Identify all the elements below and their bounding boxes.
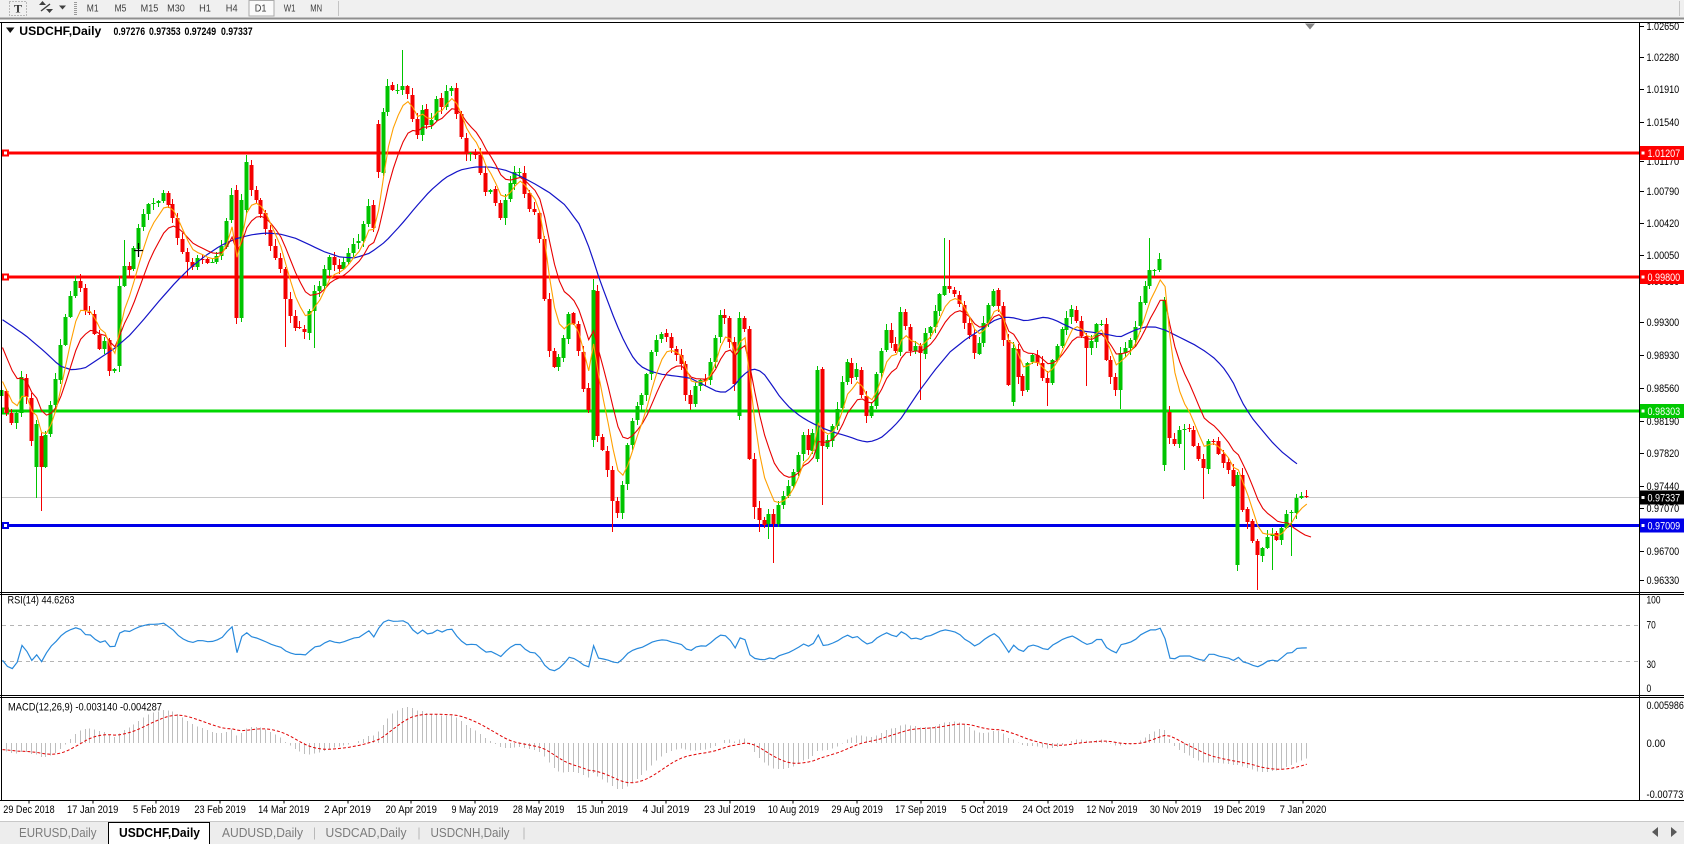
svg-text:0.00: 0.00 xyxy=(1647,738,1666,750)
svg-text:10 Aug 2019: 10 Aug 2019 xyxy=(768,804,819,816)
svg-text:USDCNH,Daily: USDCNH,Daily xyxy=(431,826,511,840)
svg-text:M5: M5 xyxy=(115,4,127,15)
svg-text:12 Nov 2019: 12 Nov 2019 xyxy=(1086,804,1137,816)
svg-text:5 Feb 2019: 5 Feb 2019 xyxy=(133,804,180,816)
svg-text:MN: MN xyxy=(310,4,322,15)
svg-text:1.01207: 1.01207 xyxy=(1648,148,1681,160)
svg-text:M30: M30 xyxy=(167,4,185,15)
svg-text:W1: W1 xyxy=(284,4,296,15)
svg-text:0.97353: 0.97353 xyxy=(149,26,181,38)
svg-text:4 Jul 2019: 4 Jul 2019 xyxy=(643,804,690,816)
svg-text:29 Dec 2018: 29 Dec 2018 xyxy=(3,804,54,816)
svg-text:17 Jan 2019: 17 Jan 2019 xyxy=(67,804,118,816)
svg-text:M1: M1 xyxy=(87,4,99,15)
svg-text:30 Nov 2019: 30 Nov 2019 xyxy=(1150,804,1201,816)
svg-text:USDCAD,Daily: USDCAD,Daily xyxy=(326,826,408,840)
svg-text:1.01910: 1.01910 xyxy=(1647,84,1680,96)
svg-text:USDCHF,Daily: USDCHF,Daily xyxy=(119,826,200,840)
svg-text:M15: M15 xyxy=(141,4,159,15)
svg-text:28 May 2019: 28 May 2019 xyxy=(513,804,564,816)
svg-text:T: T xyxy=(14,2,22,16)
svg-text:1.02280: 1.02280 xyxy=(1647,52,1680,64)
svg-text:H1: H1 xyxy=(199,4,211,15)
svg-text:0.99300: 0.99300 xyxy=(1647,317,1680,329)
svg-text:0.96700: 0.96700 xyxy=(1647,546,1680,558)
svg-text:|: | xyxy=(523,826,525,840)
svg-text:0.99800: 0.99800 xyxy=(1648,272,1681,284)
svg-text:0.97276: 0.97276 xyxy=(114,26,146,38)
svg-text:9 May 2019: 9 May 2019 xyxy=(452,804,499,816)
svg-text:1.00050: 1.00050 xyxy=(1647,250,1680,262)
svg-text:EURUSD,Daily: EURUSD,Daily xyxy=(19,826,97,840)
svg-text:MACD(12,26,9) -0.003140 -0.004: MACD(12,26,9) -0.003140 -0.004287 xyxy=(8,702,162,714)
svg-text:23 Feb 2019: 23 Feb 2019 xyxy=(194,804,245,816)
svg-text:D1: D1 xyxy=(255,4,267,15)
svg-text:70: 70 xyxy=(1647,620,1656,632)
svg-text:0.98303: 0.98303 xyxy=(1648,406,1681,418)
svg-text:7 Jan 2020: 7 Jan 2020 xyxy=(1280,804,1327,816)
svg-text:5 Oct 2019: 5 Oct 2019 xyxy=(961,804,1008,816)
svg-text:1.02650: 1.02650 xyxy=(1647,21,1680,33)
svg-text:0.98930: 0.98930 xyxy=(1647,350,1680,362)
svg-text:USDCHF,Daily: USDCHF,Daily xyxy=(19,24,101,38)
svg-text:0.97337: 0.97337 xyxy=(1648,493,1681,505)
svg-text:0.97070: 0.97070 xyxy=(1647,503,1680,515)
svg-text:19 Dec 2019: 19 Dec 2019 xyxy=(1214,804,1265,816)
svg-text:0.97820: 0.97820 xyxy=(1647,448,1680,460)
svg-text:24 Oct 2019: 24 Oct 2019 xyxy=(1023,804,1074,816)
svg-text:H4: H4 xyxy=(226,4,238,15)
svg-text:0.96330: 0.96330 xyxy=(1647,575,1680,587)
svg-text:0.005986: 0.005986 xyxy=(1647,700,1684,712)
svg-text:|: | xyxy=(314,826,316,840)
svg-text:23 Jul 2019: 23 Jul 2019 xyxy=(704,804,755,816)
svg-text:2 Apr 2019: 2 Apr 2019 xyxy=(324,804,371,816)
svg-text:1.00790: 1.00790 xyxy=(1647,186,1680,198)
svg-text:-0.007737: -0.007737 xyxy=(1647,789,1684,801)
svg-text:29 Aug 2019: 29 Aug 2019 xyxy=(831,804,882,816)
svg-text:|: | xyxy=(418,826,420,840)
svg-text:1.00420: 1.00420 xyxy=(1647,218,1680,230)
svg-text:100: 100 xyxy=(1647,594,1661,606)
svg-text:AUDUSD,Daily: AUDUSD,Daily xyxy=(222,826,304,840)
svg-text:30: 30 xyxy=(1647,659,1656,671)
svg-text:15 Jun 2019: 15 Jun 2019 xyxy=(577,804,628,816)
svg-text:0.97249: 0.97249 xyxy=(185,26,217,38)
svg-text:0.98560: 0.98560 xyxy=(1647,383,1680,395)
svg-text:0.97337: 0.97337 xyxy=(221,26,253,38)
svg-text:0: 0 xyxy=(1647,683,1652,695)
svg-text:20 Apr 2019: 20 Apr 2019 xyxy=(386,804,437,816)
svg-text:0.97009: 0.97009 xyxy=(1648,521,1681,533)
svg-text:17 Sep 2019: 17 Sep 2019 xyxy=(895,804,946,816)
svg-text:14 Mar 2019: 14 Mar 2019 xyxy=(258,804,309,816)
svg-text:RSI(14) 44.6263: RSI(14) 44.6263 xyxy=(8,595,75,607)
svg-text:1.01540: 1.01540 xyxy=(1647,117,1680,129)
